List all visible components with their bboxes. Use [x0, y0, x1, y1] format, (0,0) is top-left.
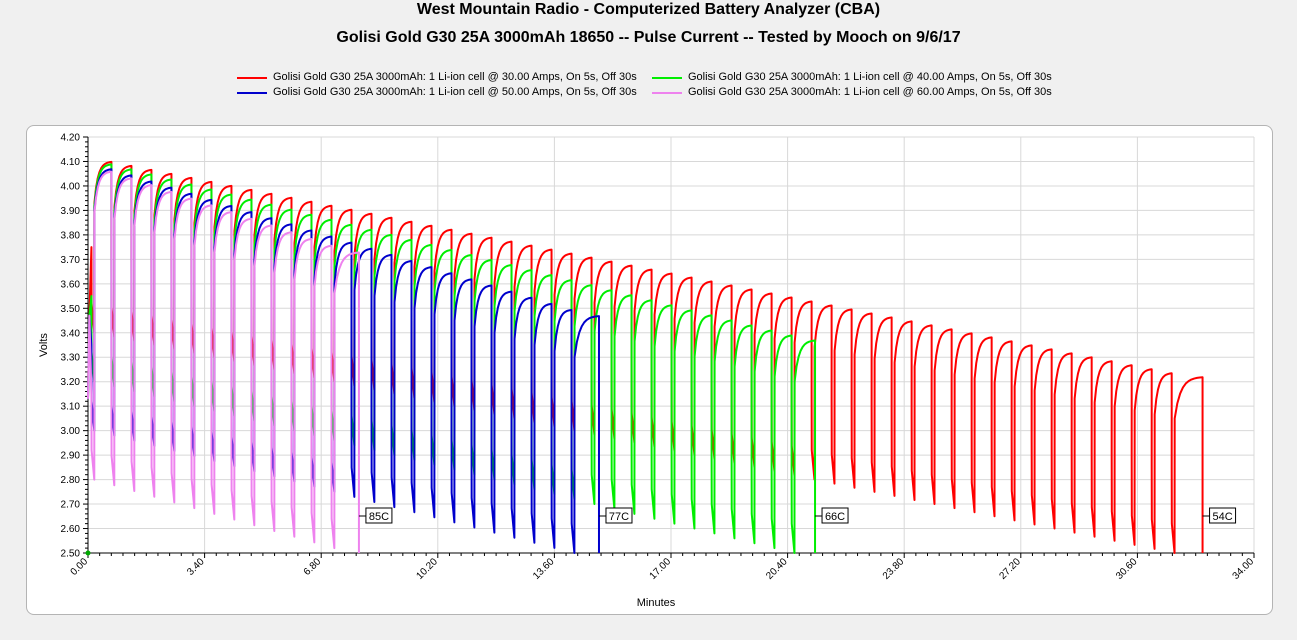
y-tick-label: 4.10: [61, 157, 81, 168]
end-label-text: 85C: [369, 511, 389, 523]
x-tick-label: 6.80: [302, 556, 324, 578]
y-tick-label: 3.90: [61, 206, 81, 217]
y-tick-label: 3.40: [61, 328, 81, 339]
start-marker: [85, 550, 91, 556]
legend-swatch: [652, 76, 682, 79]
y-tick-label: 3.30: [61, 353, 81, 364]
legend-left: Golisi Gold G30 25A 3000mAh: 1 Li-ion ce…: [237, 70, 637, 100]
series-group: [85, 160, 1204, 556]
end-label-box: [365, 507, 393, 524]
legend-entry: Golisi Gold G30 25A 3000mAh: 1 Li-ion ce…: [237, 70, 637, 85]
x-tick-label: 30.60: [1114, 556, 1140, 582]
series-line: [87, 170, 360, 553]
y-tick-label: 2.90: [61, 451, 81, 462]
x-tick-label: 10.20: [414, 556, 440, 582]
x-tick-label: 13.60: [531, 556, 557, 582]
legend-label: Golisi Gold G30 25A 3000mAh: 1 Li-ion ce…: [273, 86, 637, 98]
x-tick-label: 34.00: [1231, 556, 1257, 582]
y-tick-label: 3.80: [61, 230, 81, 241]
legend-swatch: [652, 91, 682, 94]
end-label-box: [1209, 507, 1237, 524]
y-tick-label: 4.00: [61, 181, 81, 192]
legend-swatch: [237, 76, 267, 79]
x-tick-label: 20.40: [764, 556, 790, 582]
x-tick-label: 3.40: [185, 556, 207, 578]
legend-swatch: [237, 91, 267, 94]
legend-entry: Golisi Gold G30 25A 3000mAh: 1 Li-ion ce…: [652, 70, 1052, 85]
legend-entry: Golisi Gold G30 25A 3000mAh: 1 Li-ion ce…: [237, 85, 637, 100]
legend-right: Golisi Gold G30 25A 3000mAh: 1 Li-ion ce…: [652, 70, 1052, 100]
y-tick-label: 2.70: [61, 500, 81, 511]
end-labels: 54C 66C 77C 85C: [358, 507, 1237, 524]
y-tick-label: 4.20: [61, 133, 81, 144]
end-label-text: 54C: [1212, 511, 1232, 523]
legend-entry: Golisi Gold G30 25A 3000mAh: 1 Li-ion ce…: [652, 85, 1052, 100]
y-tick-label: 3.60: [61, 279, 81, 290]
chart-title: West Mountain Radio - Computerized Batte…: [416, 1, 881, 18]
title-block: West Mountain Radio - Computerized Batte…: [0, 0, 1297, 50]
y-tick-label: 3.10: [61, 402, 81, 413]
y-tick-label: 3.70: [61, 255, 81, 266]
x-tick-label: 17.00: [648, 556, 674, 582]
x-tick-label: 23.80: [881, 556, 907, 582]
end-label-box: [821, 507, 849, 524]
y-axis-label: Volts: [38, 333, 50, 357]
y-tick-label: 2.80: [61, 475, 81, 486]
end-label-box: [605, 507, 633, 524]
y-tick-label: 3.50: [61, 304, 81, 315]
grid-lines: [87, 136, 1255, 554]
y-tick-label: 3.00: [61, 426, 81, 437]
end-label-text: 77C: [609, 511, 629, 523]
y-tick-label: 3.20: [61, 377, 81, 388]
legend-label: Golisi Gold G30 25A 3000mAh: 1 Li-ion ce…: [688, 71, 1052, 83]
y-tick-label: 2.50: [61, 549, 81, 560]
chart-subtitle: Golisi Gold G30 25A 3000mAh 18650 -- Pul…: [336, 29, 961, 46]
series-line: [87, 163, 817, 554]
legend-label: Golisi Gold G30 25A 3000mAh: 1 Li-ion ce…: [688, 86, 1052, 98]
y-tick-label: 2.60: [61, 524, 81, 535]
x-axis-label: Minutes: [637, 597, 676, 609]
legend-label: Golisi Gold G30 25A 3000mAh: 1 Li-ion ce…: [273, 71, 637, 83]
x-tick-label: 27.20: [997, 556, 1023, 582]
end-label-text: 66C: [825, 511, 845, 523]
